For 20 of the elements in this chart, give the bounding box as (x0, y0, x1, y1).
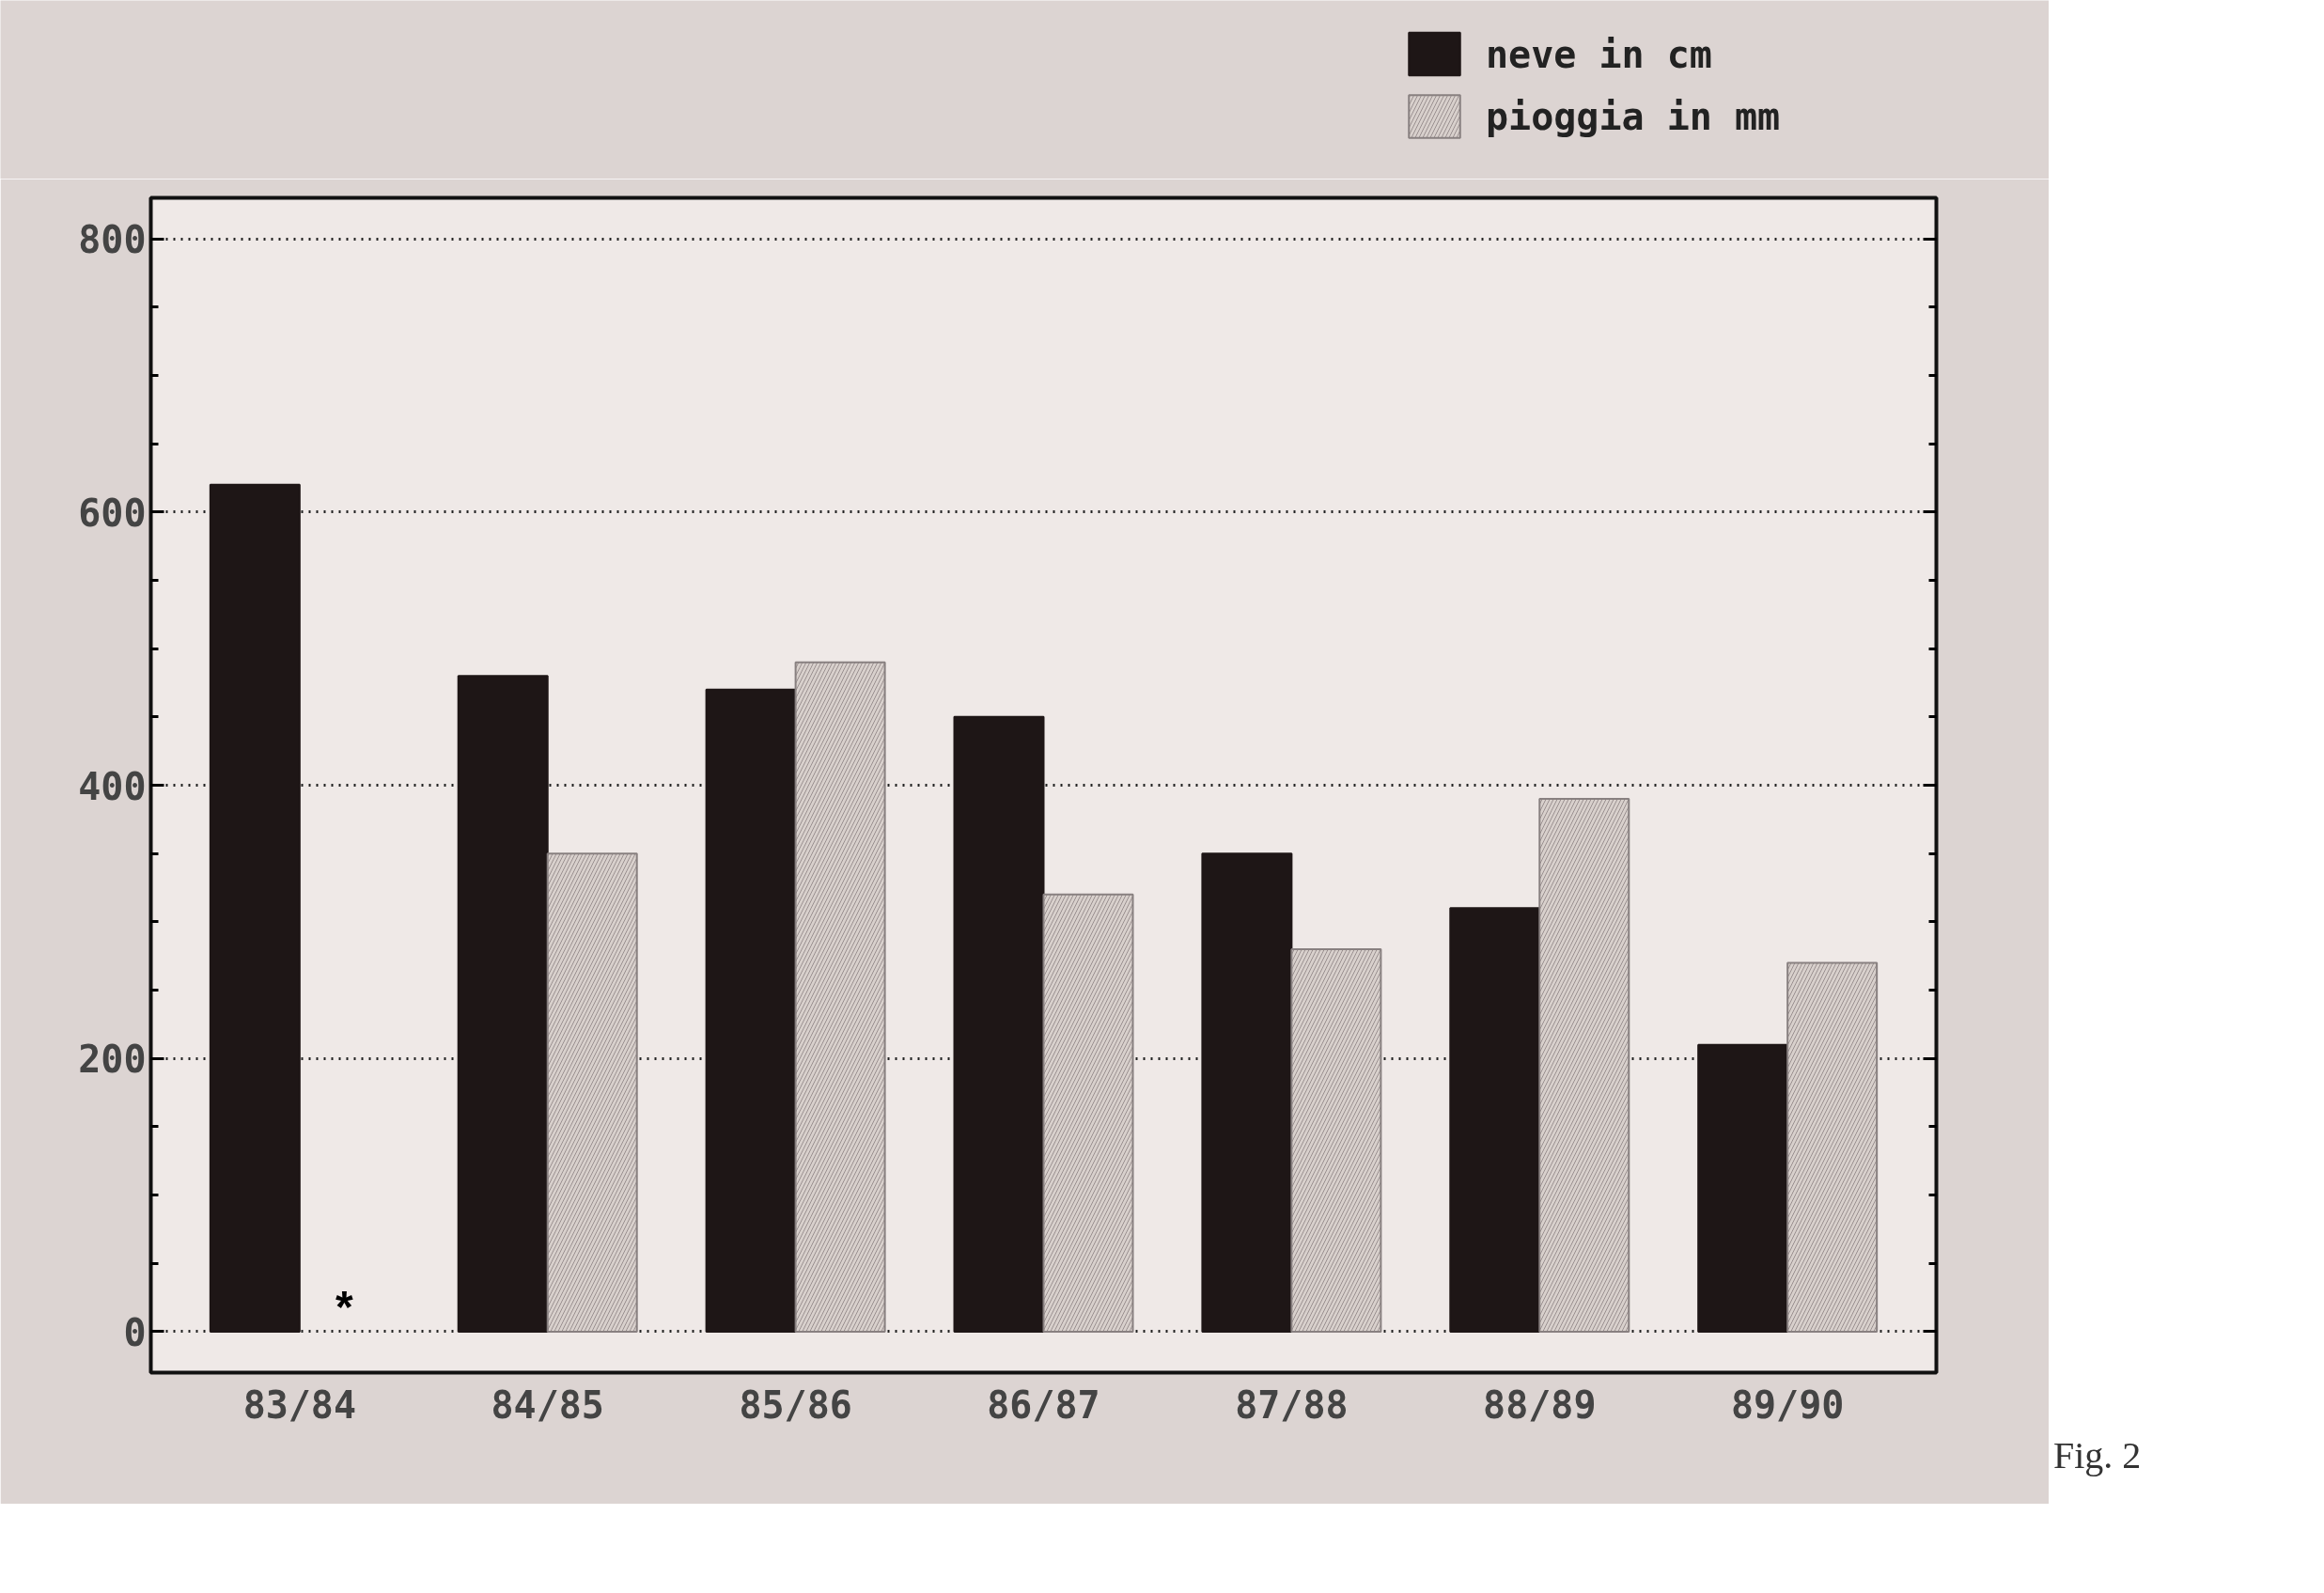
bar (1201, 852, 1293, 1333)
x-tick-label: 85/86 (739, 1382, 852, 1427)
legend-label: neve in cm (1486, 32, 1712, 76)
y-tick-label: 200 (78, 1038, 147, 1082)
x-tick-label: 86/87 (987, 1382, 1100, 1427)
caption: Fig. 2 (2053, 1433, 2142, 1478)
annotation: * (335, 1281, 353, 1332)
x-tick-label: 87/88 (1235, 1382, 1349, 1427)
x-tick-label: 88/89 (1483, 1382, 1597, 1427)
legend-label: pioggia in mm (1486, 95, 1781, 138)
y-tick-label: 600 (78, 491, 147, 535)
bar (705, 688, 797, 1333)
x-tick-label: 83/84 (242, 1382, 357, 1427)
bar (1697, 1043, 1789, 1333)
bar (1449, 907, 1541, 1333)
y-tick-label: 400 (78, 764, 147, 808)
x-tick-label: 84/85 (491, 1382, 604, 1427)
x-tick-label: 89/90 (1730, 1382, 1845, 1427)
y-tick-label: 0 (123, 1310, 147, 1354)
y-tick-label: 800 (78, 218, 147, 262)
